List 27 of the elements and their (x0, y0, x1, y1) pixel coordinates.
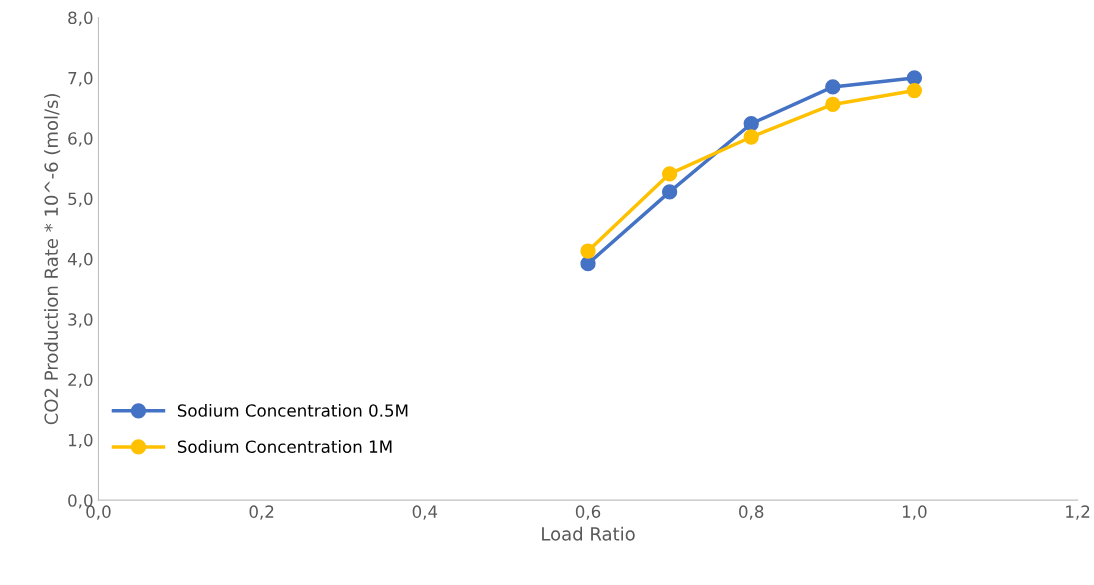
y-tick-label: 4,0 (67, 252, 93, 268)
point (661, 166, 678, 182)
y-tick-label: 6,0 (68, 132, 93, 147)
y-axis-title: CO2 Production Rate * 10^-6 (mol/s) (44, 94, 61, 425)
y-tick-label: 8,0 (68, 11, 93, 26)
point (906, 70, 923, 86)
y-tick-label: 7,0 (68, 71, 93, 87)
point (743, 129, 759, 145)
x-axis-title: Load Ratio (542, 526, 635, 541)
y-tick-label: 2,0 (68, 373, 93, 388)
x-tick-label: 1,2 (1066, 505, 1090, 520)
legend-label: Sodium Concentration 0.5M (177, 403, 408, 417)
y-tick-label: 1,0 (68, 433, 93, 449)
point (825, 96, 841, 113)
point (661, 184, 678, 200)
x-tick-label: 0,4 (412, 505, 438, 520)
y-tick-label: 5,0 (68, 192, 93, 207)
legend-label: Sodium Concentration 1M (177, 440, 392, 453)
y-tick-label: 3,0 (68, 313, 93, 328)
point (825, 79, 841, 95)
point (580, 243, 596, 259)
x-tick-label: 0,8 (739, 505, 764, 520)
x-tick-label: 0,6 (575, 505, 601, 520)
x-tick-label: 0,2 (249, 505, 274, 520)
point (743, 116, 759, 132)
point (906, 82, 923, 99)
x-tick-label: 1,0 (902, 505, 927, 520)
